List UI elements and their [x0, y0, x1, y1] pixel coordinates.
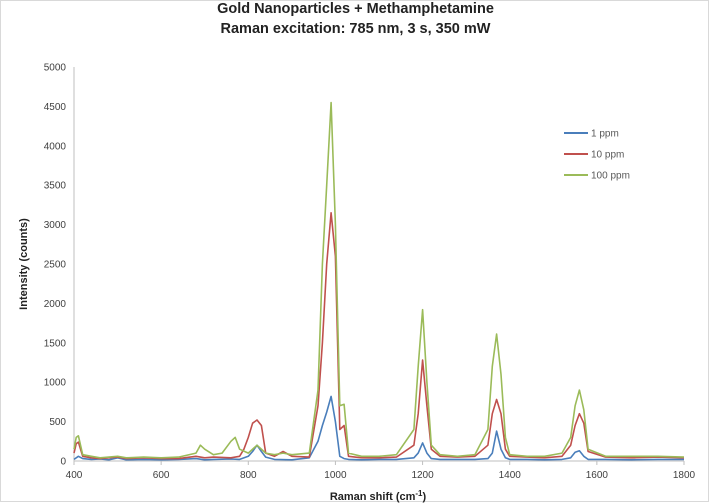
y-tick-label: 0 — [60, 457, 66, 468]
x-axis-title-suffix: ) — [423, 491, 427, 503]
series-line-2 — [73, 212, 685, 460]
legend-label: 1 ppm — [591, 129, 619, 140]
x-tick-label: 1000 — [324, 470, 347, 481]
legend-label: 10 ppm — [591, 150, 624, 161]
x-tick-label: 1600 — [586, 470, 609, 481]
x-tick-label: 1400 — [499, 470, 522, 481]
axes: 0 500 1000 1500 2000 2500 3000 3500 4000 4500 5000… — [44, 63, 696, 482]
chart-title: Gold Nanoparticles + Methamphetamine — [217, 1, 494, 17]
y-tick-label: 2000 — [44, 299, 67, 310]
x-tick-label: 400 — [66, 470, 83, 481]
x-axis-title-main: Raman shift (cm — [330, 491, 416, 503]
x-tick-label: 1800 — [673, 470, 696, 481]
x-axis-title: Raman shift (cm-1) — [330, 489, 427, 503]
y-tick-label: 3000 — [44, 220, 67, 231]
series-line-3 — [73, 101, 685, 459]
legend: 1 ppm 10 ppm 100 ppm — [564, 129, 630, 182]
y-tick-label: 5000 — [44, 63, 67, 74]
y-tick-label: 3500 — [44, 181, 67, 192]
y-tick-label: 4000 — [44, 141, 67, 152]
legend-label: 100 ppm — [591, 171, 630, 182]
x-axis-title-superscript: -1 — [415, 489, 423, 498]
y-tick-label: 500 — [49, 417, 66, 428]
chart-subtitle: Raman excitation: 785 nm, 3 s, 350 mW — [220, 21, 491, 37]
y-tick-label: 1000 — [44, 378, 67, 389]
x-tick-label: 1200 — [411, 470, 434, 481]
series-layer — [73, 101, 685, 461]
y-tick-label: 1500 — [44, 338, 67, 349]
y-tick-label: 4500 — [44, 102, 67, 113]
y-tick-label: 2500 — [44, 260, 67, 271]
x-tick-label: 600 — [153, 470, 170, 481]
x-tick-label: 800 — [240, 470, 257, 481]
y-axis-title: Intensity (counts) — [18, 218, 30, 310]
